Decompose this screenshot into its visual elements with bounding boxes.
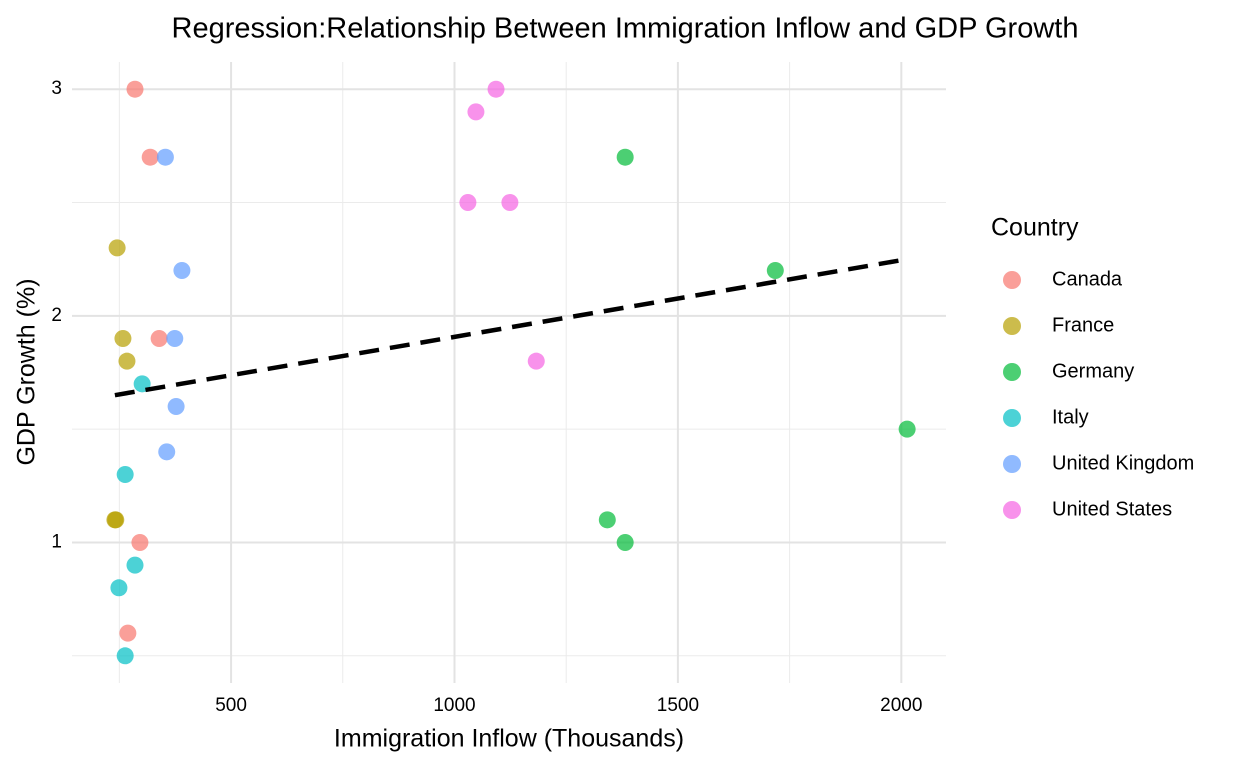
legend-label: United Kingdom	[1052, 452, 1194, 474]
x-tick-label: 2000	[880, 695, 922, 716]
legend-label: Canada	[1052, 268, 1123, 290]
legend-marker	[1003, 455, 1021, 473]
y-tick-label: 1	[51, 531, 62, 552]
legend-label: Germany	[1052, 360, 1134, 382]
legend-marker	[1003, 271, 1021, 289]
point	[110, 579, 128, 597]
y-axis-label: GDP Growth (%)	[13, 278, 41, 465]
regression-line	[114, 256, 908, 398]
point	[141, 148, 159, 166]
point	[598, 511, 616, 529]
point	[166, 330, 184, 348]
legend-marker	[1003, 363, 1021, 381]
point	[459, 194, 477, 212]
x-tick-label: 1000	[433, 695, 475, 716]
legend-label: Italy	[1052, 406, 1089, 428]
point	[501, 194, 519, 212]
point	[118, 352, 136, 370]
point	[527, 352, 545, 370]
chart-title: Regression:Relationship Between Immigrat…	[172, 13, 1079, 45]
point	[156, 148, 174, 166]
x-tick-label: 1500	[657, 695, 699, 716]
point	[108, 239, 126, 257]
legend-marker	[1003, 501, 1021, 519]
point	[126, 80, 144, 98]
point	[467, 103, 485, 121]
point	[158, 443, 176, 461]
y-tick-label: 3	[51, 78, 62, 99]
point	[167, 397, 185, 415]
legend-marker	[1003, 409, 1021, 427]
legend-marker	[1003, 317, 1021, 335]
point	[116, 647, 134, 665]
legend-label: United States	[1052, 498, 1172, 520]
legend-label: France	[1052, 314, 1114, 336]
point	[150, 330, 168, 348]
point	[766, 262, 784, 280]
point	[119, 624, 137, 642]
point	[487, 80, 505, 98]
point	[126, 556, 144, 574]
x-axis-label: Immigration Inflow (Thousands)	[334, 725, 684, 753]
point	[114, 330, 132, 348]
point	[616, 533, 634, 551]
point	[173, 262, 191, 280]
legend-title: Country	[991, 214, 1079, 242]
point	[107, 511, 125, 529]
point	[131, 533, 149, 551]
y-tick-label: 2	[51, 305, 62, 326]
point	[116, 465, 134, 483]
x-tick-label: 500	[215, 695, 247, 716]
point	[616, 148, 634, 166]
point	[898, 420, 916, 438]
